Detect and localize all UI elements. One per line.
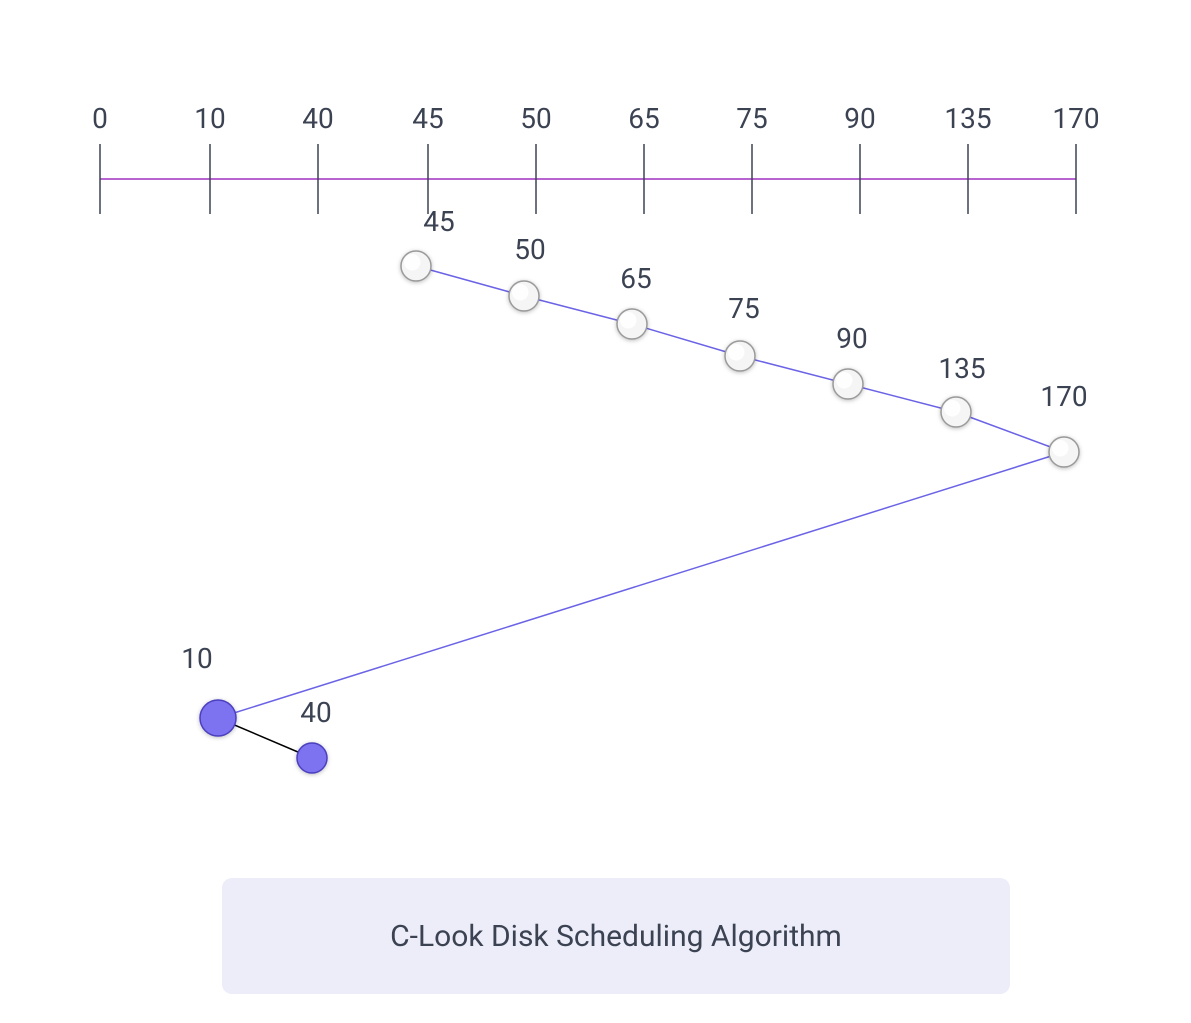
axis-tick-label: 90 — [844, 102, 875, 135]
path-segment — [848, 384, 956, 412]
path-segment — [956, 412, 1064, 452]
node-highlight — [512, 284, 529, 301]
nodes: 45 50 65 75 90 135 170 10 40 — [181, 205, 1087, 773]
node — [297, 743, 327, 773]
axis-tick-label: 65 — [628, 102, 659, 135]
node-circle — [200, 700, 236, 736]
node-highlight — [404, 254, 421, 271]
node — [401, 251, 431, 281]
path-segment — [218, 452, 1064, 718]
node — [725, 341, 755, 371]
axis-tick-label: 135 — [944, 102, 991, 135]
caption-text: C-Look Disk Scheduling Algorithm — [390, 919, 842, 954]
path-segment — [416, 266, 524, 296]
path-segment — [524, 296, 632, 324]
node — [509, 281, 539, 311]
node-highlight — [728, 344, 745, 361]
node-label: 40 — [300, 696, 331, 729]
node-circle — [297, 743, 327, 773]
node-highlight — [836, 372, 853, 389]
path-segment — [740, 356, 848, 384]
axis-tick-label: 45 — [412, 102, 443, 135]
node-label: 65 — [620, 262, 651, 295]
caption-box: C-Look Disk Scheduling Algorithm — [222, 878, 1010, 994]
axis-tick-label: 170 — [1052, 102, 1099, 135]
axis-tick-label: 0 — [92, 102, 108, 135]
node — [617, 309, 647, 339]
node-label: 90 — [836, 322, 867, 355]
axis-tick-label: 50 — [520, 102, 551, 135]
node-label: 10 — [181, 642, 212, 675]
node-label: 45 — [423, 205, 454, 238]
axis-tick-label: 10 — [194, 102, 225, 135]
node-highlight — [1052, 440, 1069, 457]
node — [200, 700, 236, 736]
axis-tick-label: 40 — [302, 102, 333, 135]
node-label: 50 — [514, 233, 545, 266]
clook-diagram: 0104045506575901351704550657590135170104… — [0, 0, 1191, 1023]
path-segments — [218, 266, 1064, 758]
node — [1049, 437, 1079, 467]
node-label: 135 — [938, 352, 985, 385]
node-highlight — [944, 400, 961, 417]
node — [941, 397, 971, 427]
node-label: 75 — [728, 292, 759, 325]
node-label: 170 — [1040, 380, 1087, 413]
axis-tick-label: 75 — [736, 102, 767, 135]
node-highlight — [620, 312, 637, 329]
path-segment — [632, 324, 740, 356]
node — [833, 369, 863, 399]
